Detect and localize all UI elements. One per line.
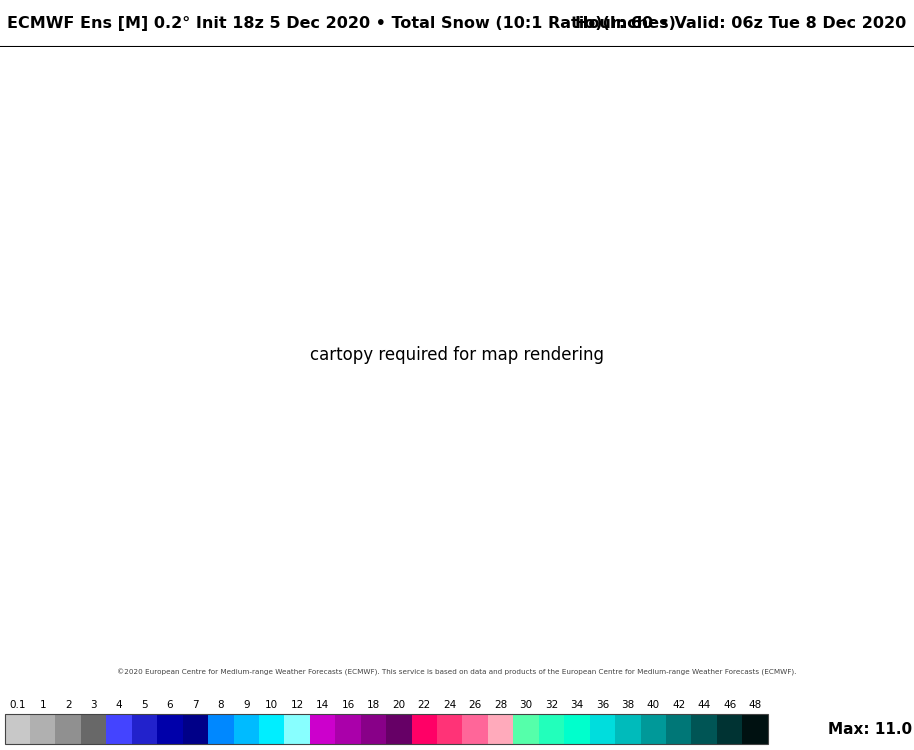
Text: 7: 7 [192,700,198,710]
Text: 34: 34 [570,700,583,710]
Bar [5,714,768,745]
Text: 46: 46 [723,700,736,710]
Bar [488,714,514,745]
Bar [742,714,768,745]
Text: 24: 24 [443,700,456,710]
Text: 20: 20 [392,700,406,710]
Bar [183,714,208,745]
Text: 40: 40 [647,700,660,710]
Text: 1: 1 [39,700,46,710]
Text: 44: 44 [697,700,711,710]
Text: Hour: 60 • Valid: 06z Tue 8 Dec 2020: Hour: 60 • Valid: 06z Tue 8 Dec 2020 [576,16,907,31]
Bar [437,714,462,745]
Bar [284,714,310,745]
Text: 42: 42 [672,700,686,710]
Text: 2: 2 [65,700,71,710]
Text: 38: 38 [622,700,634,710]
Text: 30: 30 [519,700,533,710]
Text: 28: 28 [494,700,507,710]
Bar [462,714,488,745]
Text: 16: 16 [342,700,355,710]
Bar [538,714,564,745]
Text: 3: 3 [90,700,97,710]
Bar [259,714,284,745]
Text: 22: 22 [418,700,430,710]
Text: 6: 6 [166,700,174,710]
Text: ECMWF Ens [M] 0.2° Init 18z 5 Dec 2020 • Total Snow (10:1 Ratio)(Inches): ECMWF Ens [M] 0.2° Init 18z 5 Dec 2020 •… [7,16,676,31]
Bar [157,714,183,745]
Text: ©2020 European Centre for Medium-range Weather Forecasts (ECMWF). This service i: ©2020 European Centre for Medium-range W… [117,669,797,676]
Bar [56,714,80,745]
Bar [717,714,742,745]
Text: 0.1: 0.1 [9,700,26,710]
Bar [30,714,56,745]
Text: 32: 32 [545,700,558,710]
Bar [411,714,437,745]
Text: 26: 26 [469,700,482,710]
Text: 4: 4 [116,700,122,710]
Text: 48: 48 [749,700,761,710]
Bar [590,714,615,745]
Text: 10: 10 [265,700,278,710]
Bar [310,714,335,745]
Text: 18: 18 [367,700,380,710]
Text: 9: 9 [243,700,250,710]
Bar [132,714,157,745]
Bar [666,714,691,745]
Bar [615,714,641,745]
Bar [691,714,717,745]
Text: Max: 11.0: Max: 11.0 [828,722,912,736]
Bar [641,714,666,745]
Bar [234,714,259,745]
Text: cartopy required for map rendering: cartopy required for map rendering [310,346,604,364]
Bar [80,714,106,745]
Bar [564,714,590,745]
Text: 12: 12 [291,700,303,710]
Bar [335,714,361,745]
Text: 5: 5 [141,700,148,710]
Bar [514,714,539,745]
Bar [361,714,386,745]
Bar [106,714,132,745]
Bar [386,714,411,745]
Text: 8: 8 [218,700,224,710]
Bar [208,714,234,745]
Text: 14: 14 [316,700,329,710]
Text: 36: 36 [596,700,609,710]
Bar [5,714,30,745]
